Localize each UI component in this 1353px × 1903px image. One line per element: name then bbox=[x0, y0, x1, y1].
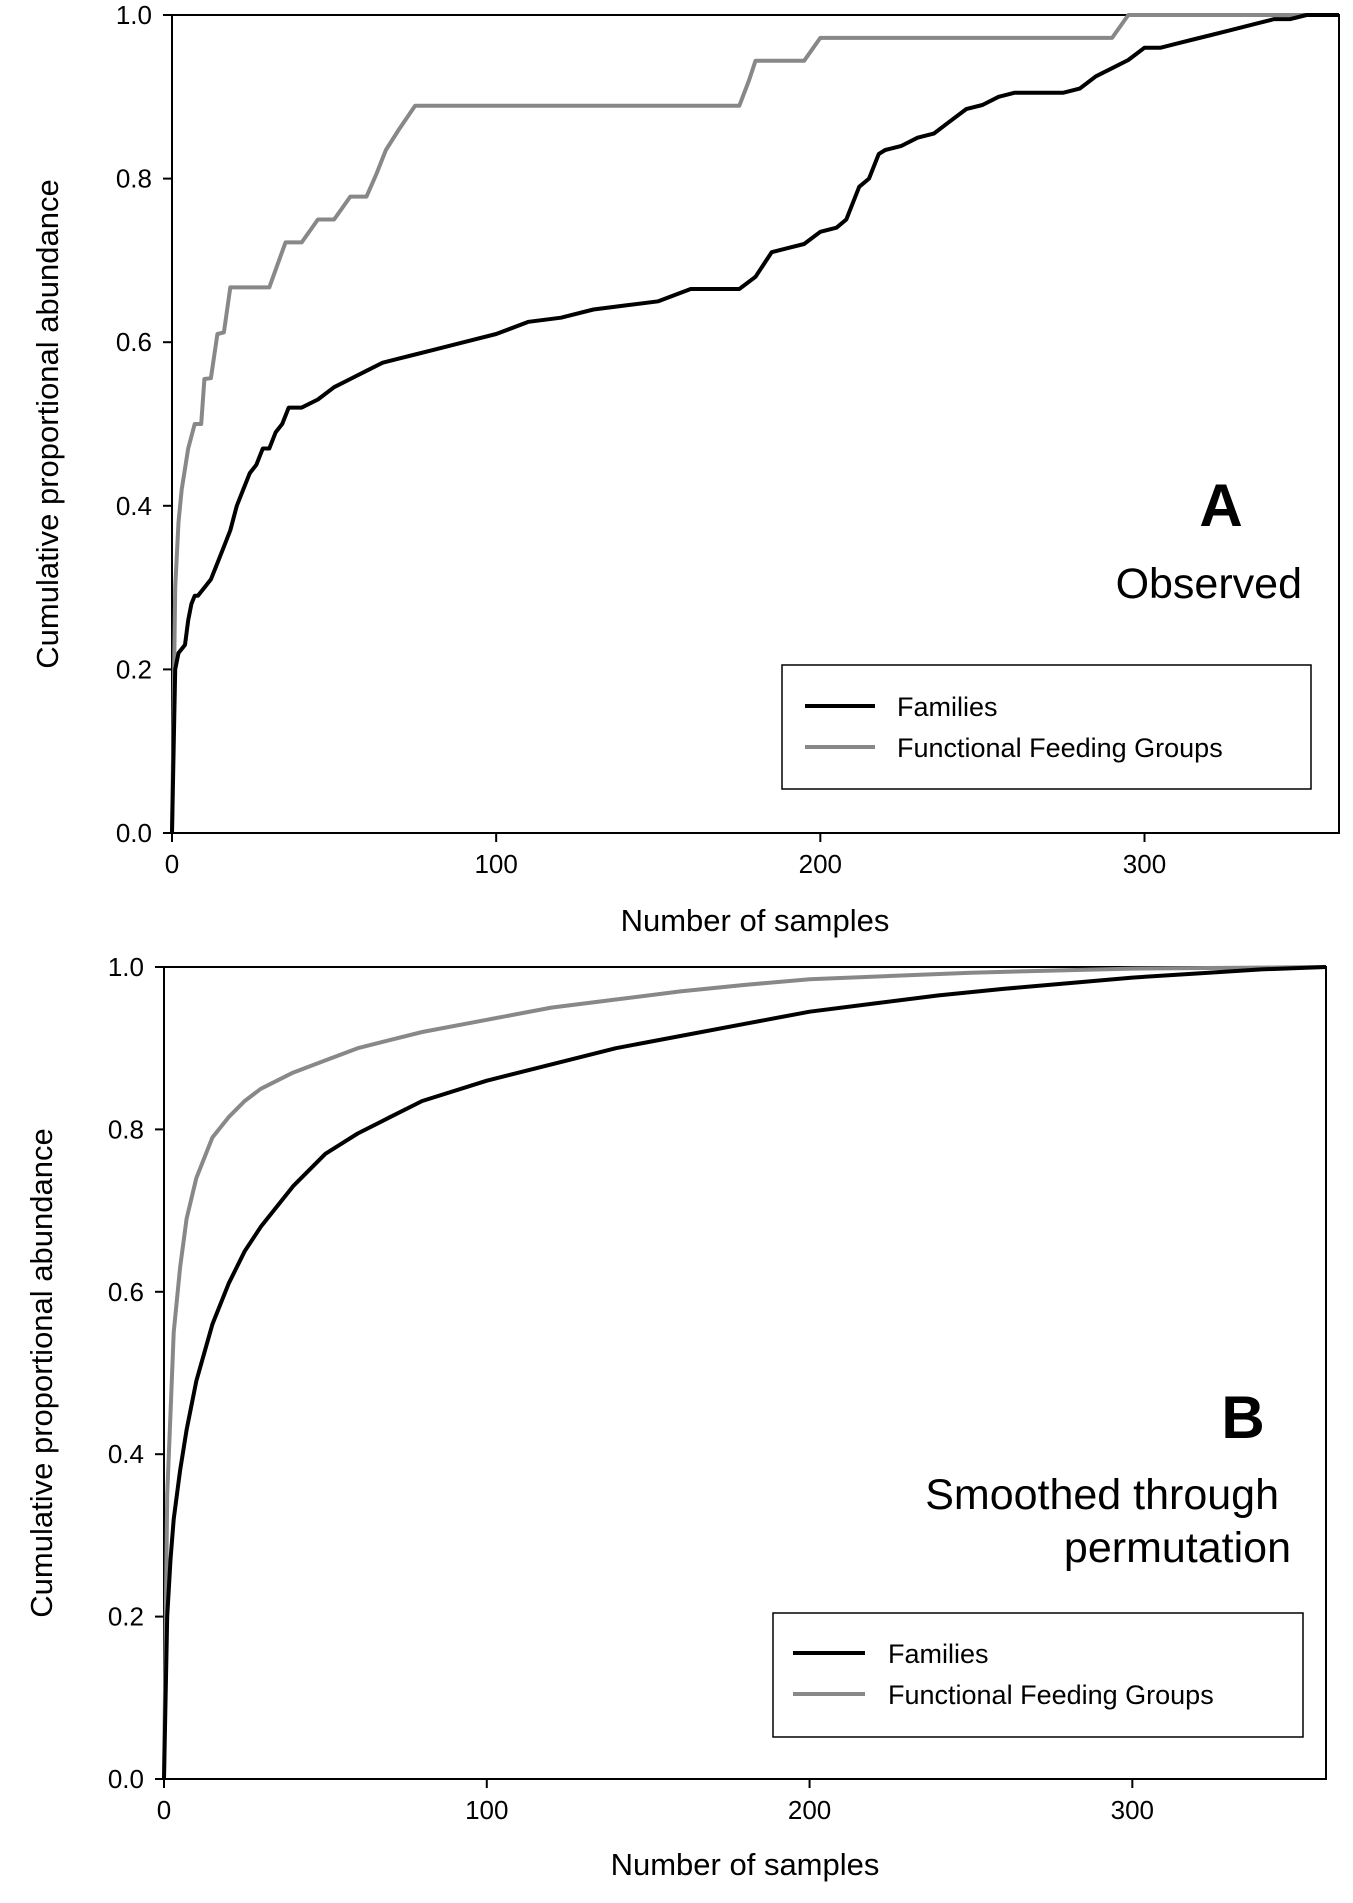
series-lines bbox=[170, 13, 1339, 834]
legend-box bbox=[781, 664, 1312, 790]
y-tick-label: 1.0 bbox=[108, 952, 144, 982]
legend: Families Functional Feeding Groups bbox=[772, 1612, 1304, 1738]
y-axis-label: Cumulative proportional abundance bbox=[24, 1128, 59, 1617]
panel-b: 0 100 200 300 0.0 0.2 0.4 0.6 0.8 1.0 Number of … bbox=[24, 952, 1327, 1882]
y-axis-label: Cumulative proportional abundance bbox=[30, 179, 65, 668]
x-tick-label: 300 bbox=[1123, 849, 1166, 879]
x-tick-label: 300 bbox=[1111, 1795, 1154, 1825]
y-tick-label: 0.0 bbox=[108, 1764, 144, 1794]
x-tick-label: 100 bbox=[474, 849, 517, 879]
panel-caption-line: Smoothed through bbox=[925, 1471, 1279, 1519]
legend-label-families: Families bbox=[897, 692, 998, 722]
panel-letter: B bbox=[1221, 1384, 1264, 1451]
y-tick-label: 0.8 bbox=[108, 1114, 144, 1144]
series-line-functional-feeding-groups bbox=[162, 965, 1327, 1780]
y-tick-label: 1.0 bbox=[116, 0, 152, 30]
legend: Families Functional Feeding Groups bbox=[781, 664, 1312, 790]
x-tick-label: 100 bbox=[465, 1795, 508, 1825]
panel-caption-line: permutation bbox=[1064, 1524, 1291, 1572]
series-line-families bbox=[162, 965, 1327, 1780]
x-axis-ticks: 0 100 200 300 bbox=[157, 1779, 1154, 1825]
x-tick-label: 0 bbox=[165, 849, 179, 879]
y-tick-label: 0.6 bbox=[116, 327, 152, 357]
x-axis-label: Number of samples bbox=[621, 903, 890, 938]
x-tick-label: 0 bbox=[157, 1795, 171, 1825]
y-tick-label: 0.2 bbox=[108, 1602, 144, 1632]
y-tick-label: 0.6 bbox=[108, 1277, 144, 1307]
plot-frame bbox=[163, 966, 1327, 1780]
y-tick-label: 0.0 bbox=[116, 818, 152, 848]
y-tick-label: 0.8 bbox=[116, 164, 152, 194]
y-tick-label: 0.2 bbox=[116, 654, 152, 684]
panel-caption-line: Observed bbox=[1116, 560, 1302, 608]
legend-label-ffg: Functional Feeding Groups bbox=[888, 1680, 1214, 1710]
plot-frame bbox=[171, 14, 1340, 834]
x-axis-ticks: 0 100 200 300 bbox=[165, 833, 1166, 879]
x-axis-label: Number of samples bbox=[611, 1847, 880, 1882]
y-tick-label: 0.4 bbox=[108, 1439, 144, 1469]
x-tick-label: 200 bbox=[799, 849, 842, 879]
series-line-functional-feeding-groups bbox=[170, 13, 1339, 834]
legend-label-ffg: Functional Feeding Groups bbox=[897, 733, 1223, 763]
legend-box bbox=[772, 1612, 1304, 1738]
series-lines bbox=[162, 965, 1327, 1780]
y-axis-ticks: 0.0 0.2 0.4 0.6 0.8 1.0 bbox=[108, 952, 164, 1794]
y-axis-ticks: 0.0 0.2 0.4 0.6 0.8 1.0 bbox=[116, 0, 172, 848]
x-tick-label: 200 bbox=[788, 1795, 831, 1825]
legend-label-families: Families bbox=[888, 1639, 989, 1669]
series-line-families bbox=[170, 13, 1339, 834]
panel-a: 0 100 200 300 0.0 0.2 0.4 0.6 0.8 1.0 Number of … bbox=[30, 0, 1340, 938]
y-tick-label: 0.4 bbox=[116, 491, 152, 521]
panel-letter: A bbox=[1199, 472, 1242, 539]
